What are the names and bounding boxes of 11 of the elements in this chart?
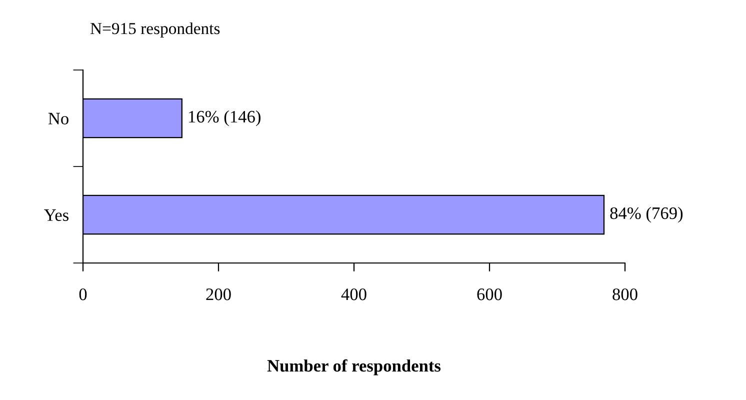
x-axis-title: Number of respondents — [267, 359, 441, 376]
x-tick-label: 200 — [206, 288, 231, 300]
x-tick-label: 0 — [79, 288, 87, 300]
data-label: 16% (146) — [189, 110, 260, 126]
x-tick-label: 600 — [477, 288, 502, 300]
x-tick-label: 800 — [612, 288, 638, 300]
y-tick-label: No — [48, 112, 68, 124]
x-tick-label: 400 — [341, 288, 366, 300]
y-tick-label: Yes — [44, 209, 68, 221]
data-label: 84% (769) — [610, 206, 683, 223]
chart-title: N=915 respondents — [90, 22, 220, 38]
